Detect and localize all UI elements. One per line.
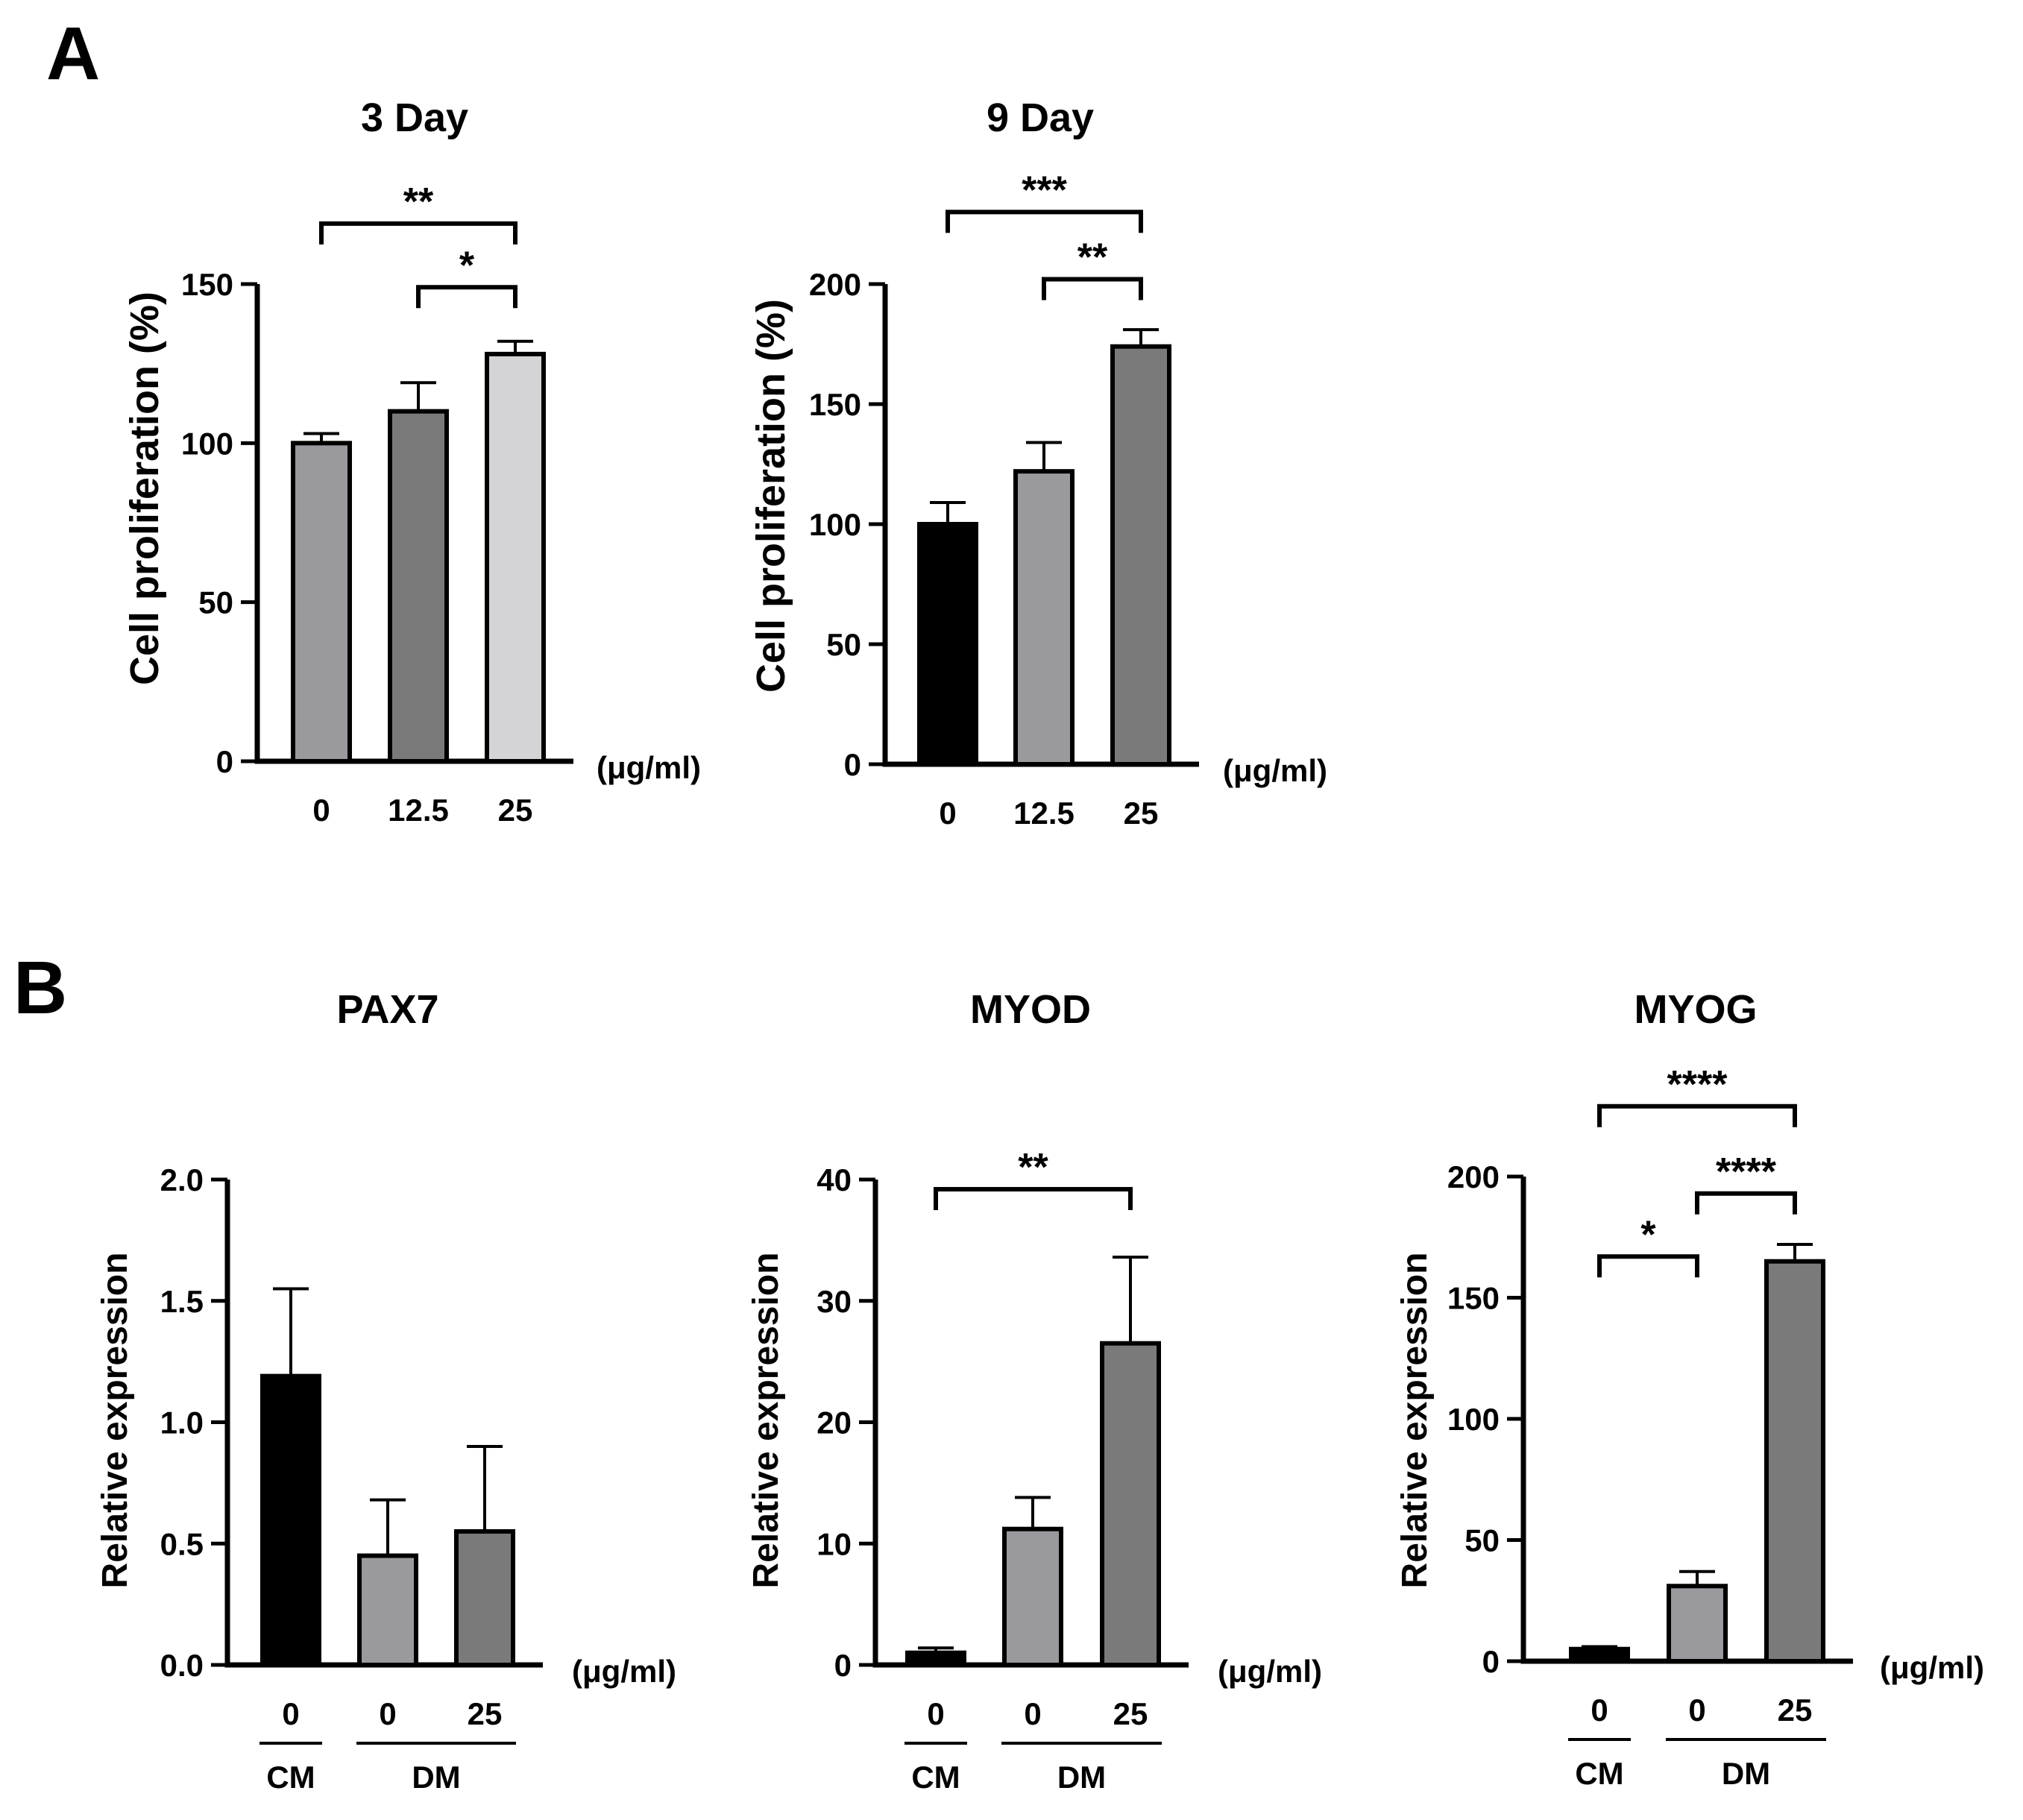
group-label: DM [412,1760,460,1795]
bar [357,1553,418,1667]
x-tick-label: 0 [927,1696,944,1731]
unit-label: (μg/ml) [1880,1650,1984,1685]
x-tick-label: 12.5 [388,793,449,828]
y-tick-label: 50 [198,585,233,620]
bar [291,441,352,763]
y-tick-label: 20 [817,1405,852,1440]
significance-label: * [1640,1213,1656,1256]
significance-bracket [319,221,517,245]
chart-title: MYOG [1634,987,1757,1032]
panel-letter-a: A [46,12,101,95]
y-tick-label: 40 [817,1162,852,1197]
x-tick-label: 0 [379,1696,396,1731]
unit-label: (μg/ml) [572,1654,676,1689]
x-tick-label: 0 [312,793,330,828]
bar [388,409,449,764]
chart-title: PAX7 [336,987,438,1032]
x-tick-label: 25 [468,1696,503,1731]
bar [485,351,546,764]
panel-letter-b: B [13,946,68,1030]
significance-label: *** [1022,169,1067,212]
significance-bracket [416,285,517,309]
x-tick-label: 0 [1591,1693,1608,1728]
chart-title: 3 Day [361,95,468,140]
group-label: DM [1722,1756,1770,1791]
significance-bracket [934,1187,1133,1211]
bar [917,522,978,766]
group-label: CM [266,1760,315,1795]
significance-label: * [459,244,475,287]
bar [454,1528,515,1668]
significance-label: ** [403,180,434,224]
significance-label: **** [1667,1063,1728,1106]
y-tick-label: 150 [181,267,233,302]
unit-label: (μg/ml) [1223,753,1327,788]
x-tick-label: 0 [939,796,956,831]
bar [1100,1341,1161,1668]
y-tick-label: 1.5 [160,1284,204,1319]
y-tick-label: 100 [181,426,233,461]
y-tick-label: 0 [216,744,233,779]
group-label: CM [911,1760,960,1795]
y-tick-label: 50 [1464,1523,1500,1558]
y-axis-label: Relative expression [95,1253,135,1589]
significance-label: ** [1077,236,1108,280]
significance-bracket [1042,277,1143,300]
bar [1667,1584,1728,1663]
bar [260,1373,321,1668]
y-tick-label: 200 [809,267,861,302]
bar [1002,1526,1063,1667]
x-tick-label: 25 [1124,796,1159,831]
x-tick-label: 25 [498,793,533,828]
significance-bracket [1597,1254,1699,1278]
y-tick-label: 0.0 [160,1648,204,1683]
y-tick-label: 150 [1447,1281,1500,1316]
x-tick-label: 0 [282,1696,299,1731]
chart-title: 9 Day [987,95,1094,140]
y-tick-label: 0 [1482,1644,1500,1679]
y-tick-label: 150 [809,387,861,422]
y-axis-label: Cell proliferation (%) [122,292,167,685]
bar [1110,344,1171,767]
bar [1764,1259,1825,1663]
y-tick-label: 2.0 [160,1162,204,1197]
y-tick-label: 1.0 [160,1405,204,1440]
x-tick-label: 0 [1688,1693,1705,1728]
y-axis-label: Cell proliferation (%) [749,299,793,693]
significance-label: **** [1716,1150,1777,1194]
significance-bracket [1695,1191,1797,1215]
x-tick-label: 0 [1024,1696,1041,1731]
significance-bracket [946,210,1143,233]
y-tick-label: 100 [1447,1402,1500,1437]
y-tick-label: 0 [834,1648,852,1683]
group-label: DM [1057,1760,1106,1795]
y-tick-label: 0.5 [160,1526,204,1561]
significance-bracket [1597,1103,1797,1127]
unit-label: (μg/ml) [597,750,701,785]
x-tick-label: 25 [1113,1696,1148,1731]
y-axis-label: Relative expression [1395,1253,1435,1589]
y-tick-label: 10 [817,1526,852,1561]
y-axis-label: Relative expression [746,1253,786,1589]
significance-label: ** [1018,1146,1048,1189]
y-tick-label: 50 [826,627,861,662]
x-tick-label: 25 [1778,1693,1813,1728]
group-label: CM [1575,1756,1623,1791]
unit-label: (μg/ml) [1218,1654,1322,1689]
x-tick-label: 12.5 [1013,796,1075,831]
y-tick-label: 30 [817,1284,852,1319]
bar [905,1650,966,1668]
bar [1013,469,1075,766]
y-tick-label: 100 [809,507,861,542]
y-tick-label: 0 [844,747,861,782]
y-tick-label: 200 [1447,1159,1500,1194]
bar [1569,1646,1630,1663]
chart-title: MYOD [970,987,1091,1032]
